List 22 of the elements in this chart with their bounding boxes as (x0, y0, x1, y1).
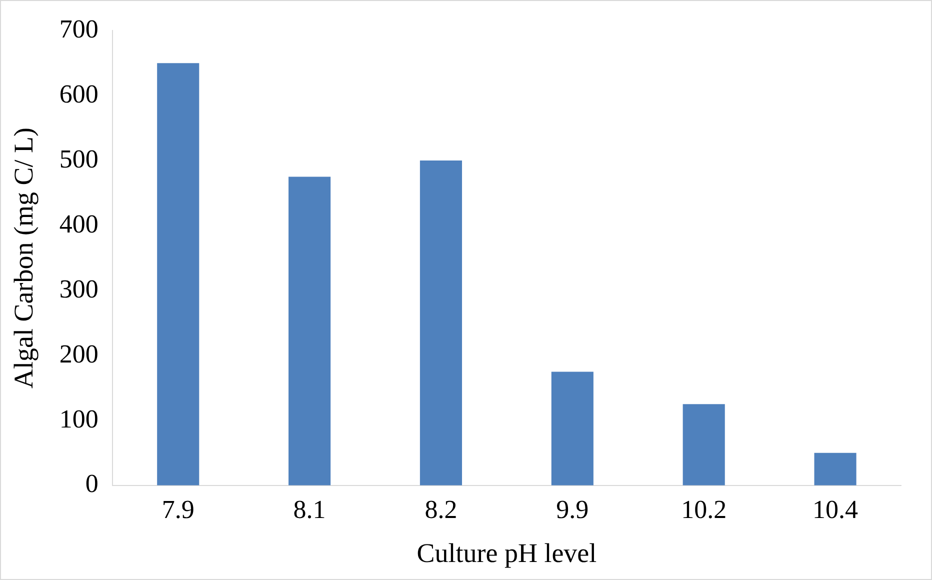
y-tick-label: 0 (85, 469, 98, 498)
bar (814, 452, 856, 486)
bar (157, 63, 200, 486)
bar (682, 404, 725, 486)
x-tick-label: 8.2 (424, 494, 458, 524)
bar (420, 160, 462, 486)
x-tick-label: 7.9 (162, 494, 194, 524)
x-tick-label: 8.1 (293, 494, 326, 524)
y-tick-label: 100 (59, 404, 98, 434)
x-tick-label: 10.4 (812, 494, 858, 524)
y-tick-label: 200 (59, 339, 98, 368)
x-axis-title: Culture pH level (416, 538, 597, 568)
y-tick-label: 300 (59, 274, 98, 304)
y-tick-label: 500 (59, 144, 98, 174)
y-tick-label: 600 (59, 79, 98, 108)
x-tick-label: 9.9 (556, 494, 589, 524)
y-tick-label: 700 (59, 14, 98, 44)
y-axis-title: Algal Carbon (mg C/ L) (8, 128, 38, 388)
y-tick-label: 400 (59, 209, 98, 238)
bar (288, 176, 331, 486)
x-tick-label: 10.2 (681, 494, 727, 524)
bar (551, 372, 594, 486)
